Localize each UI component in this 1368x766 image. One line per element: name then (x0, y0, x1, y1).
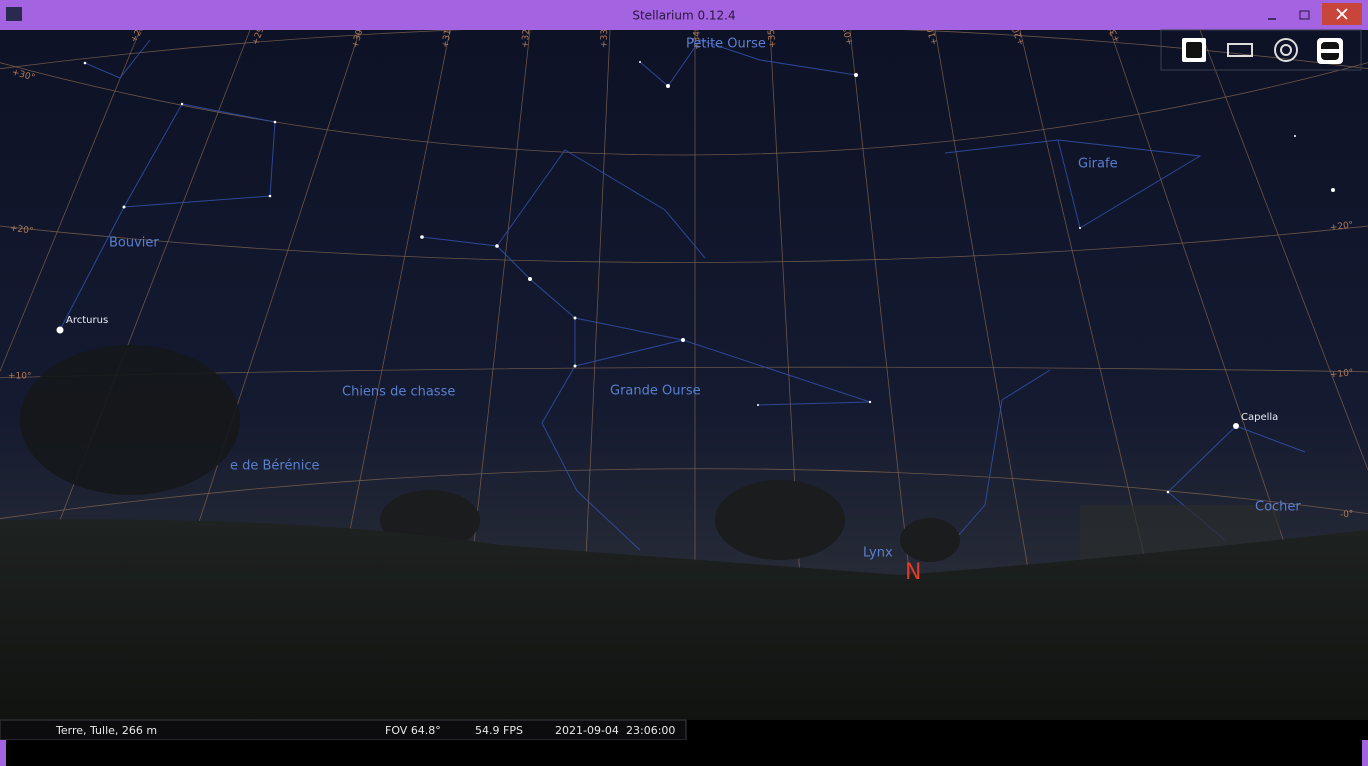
bottom-bar (0, 740, 1368, 766)
stellarium-window: +280° +290° +300° +310° +320° +330° +340… (0, 0, 1368, 766)
star-label: Capella (1241, 412, 1278, 423)
constellation-label: Cocher (1255, 500, 1301, 515)
star-label: Arcturus (66, 315, 108, 326)
constellation-label: Bouvier (109, 236, 159, 251)
constellation-label: Petite Ourse (686, 37, 766, 52)
altitude-label: -0° (1340, 509, 1354, 520)
date: 2021-09-04 (555, 724, 619, 737)
constellation-label: Grande Ourse (610, 384, 701, 399)
constellation-label: Chiens de chasse (342, 385, 455, 400)
app-icon (6, 7, 22, 21)
window-title: Stellarium 0.12.4 (632, 9, 735, 23)
cardinal-point: N (905, 560, 921, 585)
window-border (1362, 740, 1368, 766)
altitude-label: +10° (8, 372, 32, 382)
location: Terre, Tulle, 266 m (55, 724, 157, 737)
constellation-label: e de Bérénice (230, 459, 319, 474)
constellation-label: Lynx (863, 546, 893, 561)
fov: FOV 64.8° (385, 724, 441, 737)
time: 23:06:00 (626, 724, 675, 737)
window-border (0, 740, 6, 766)
fps: 54.9 FPS (475, 724, 523, 737)
constellation-label: Girafe (1078, 157, 1118, 172)
page: {"window": {"title": "Stellarium 0.12.4"… (0, 0, 1368, 766)
